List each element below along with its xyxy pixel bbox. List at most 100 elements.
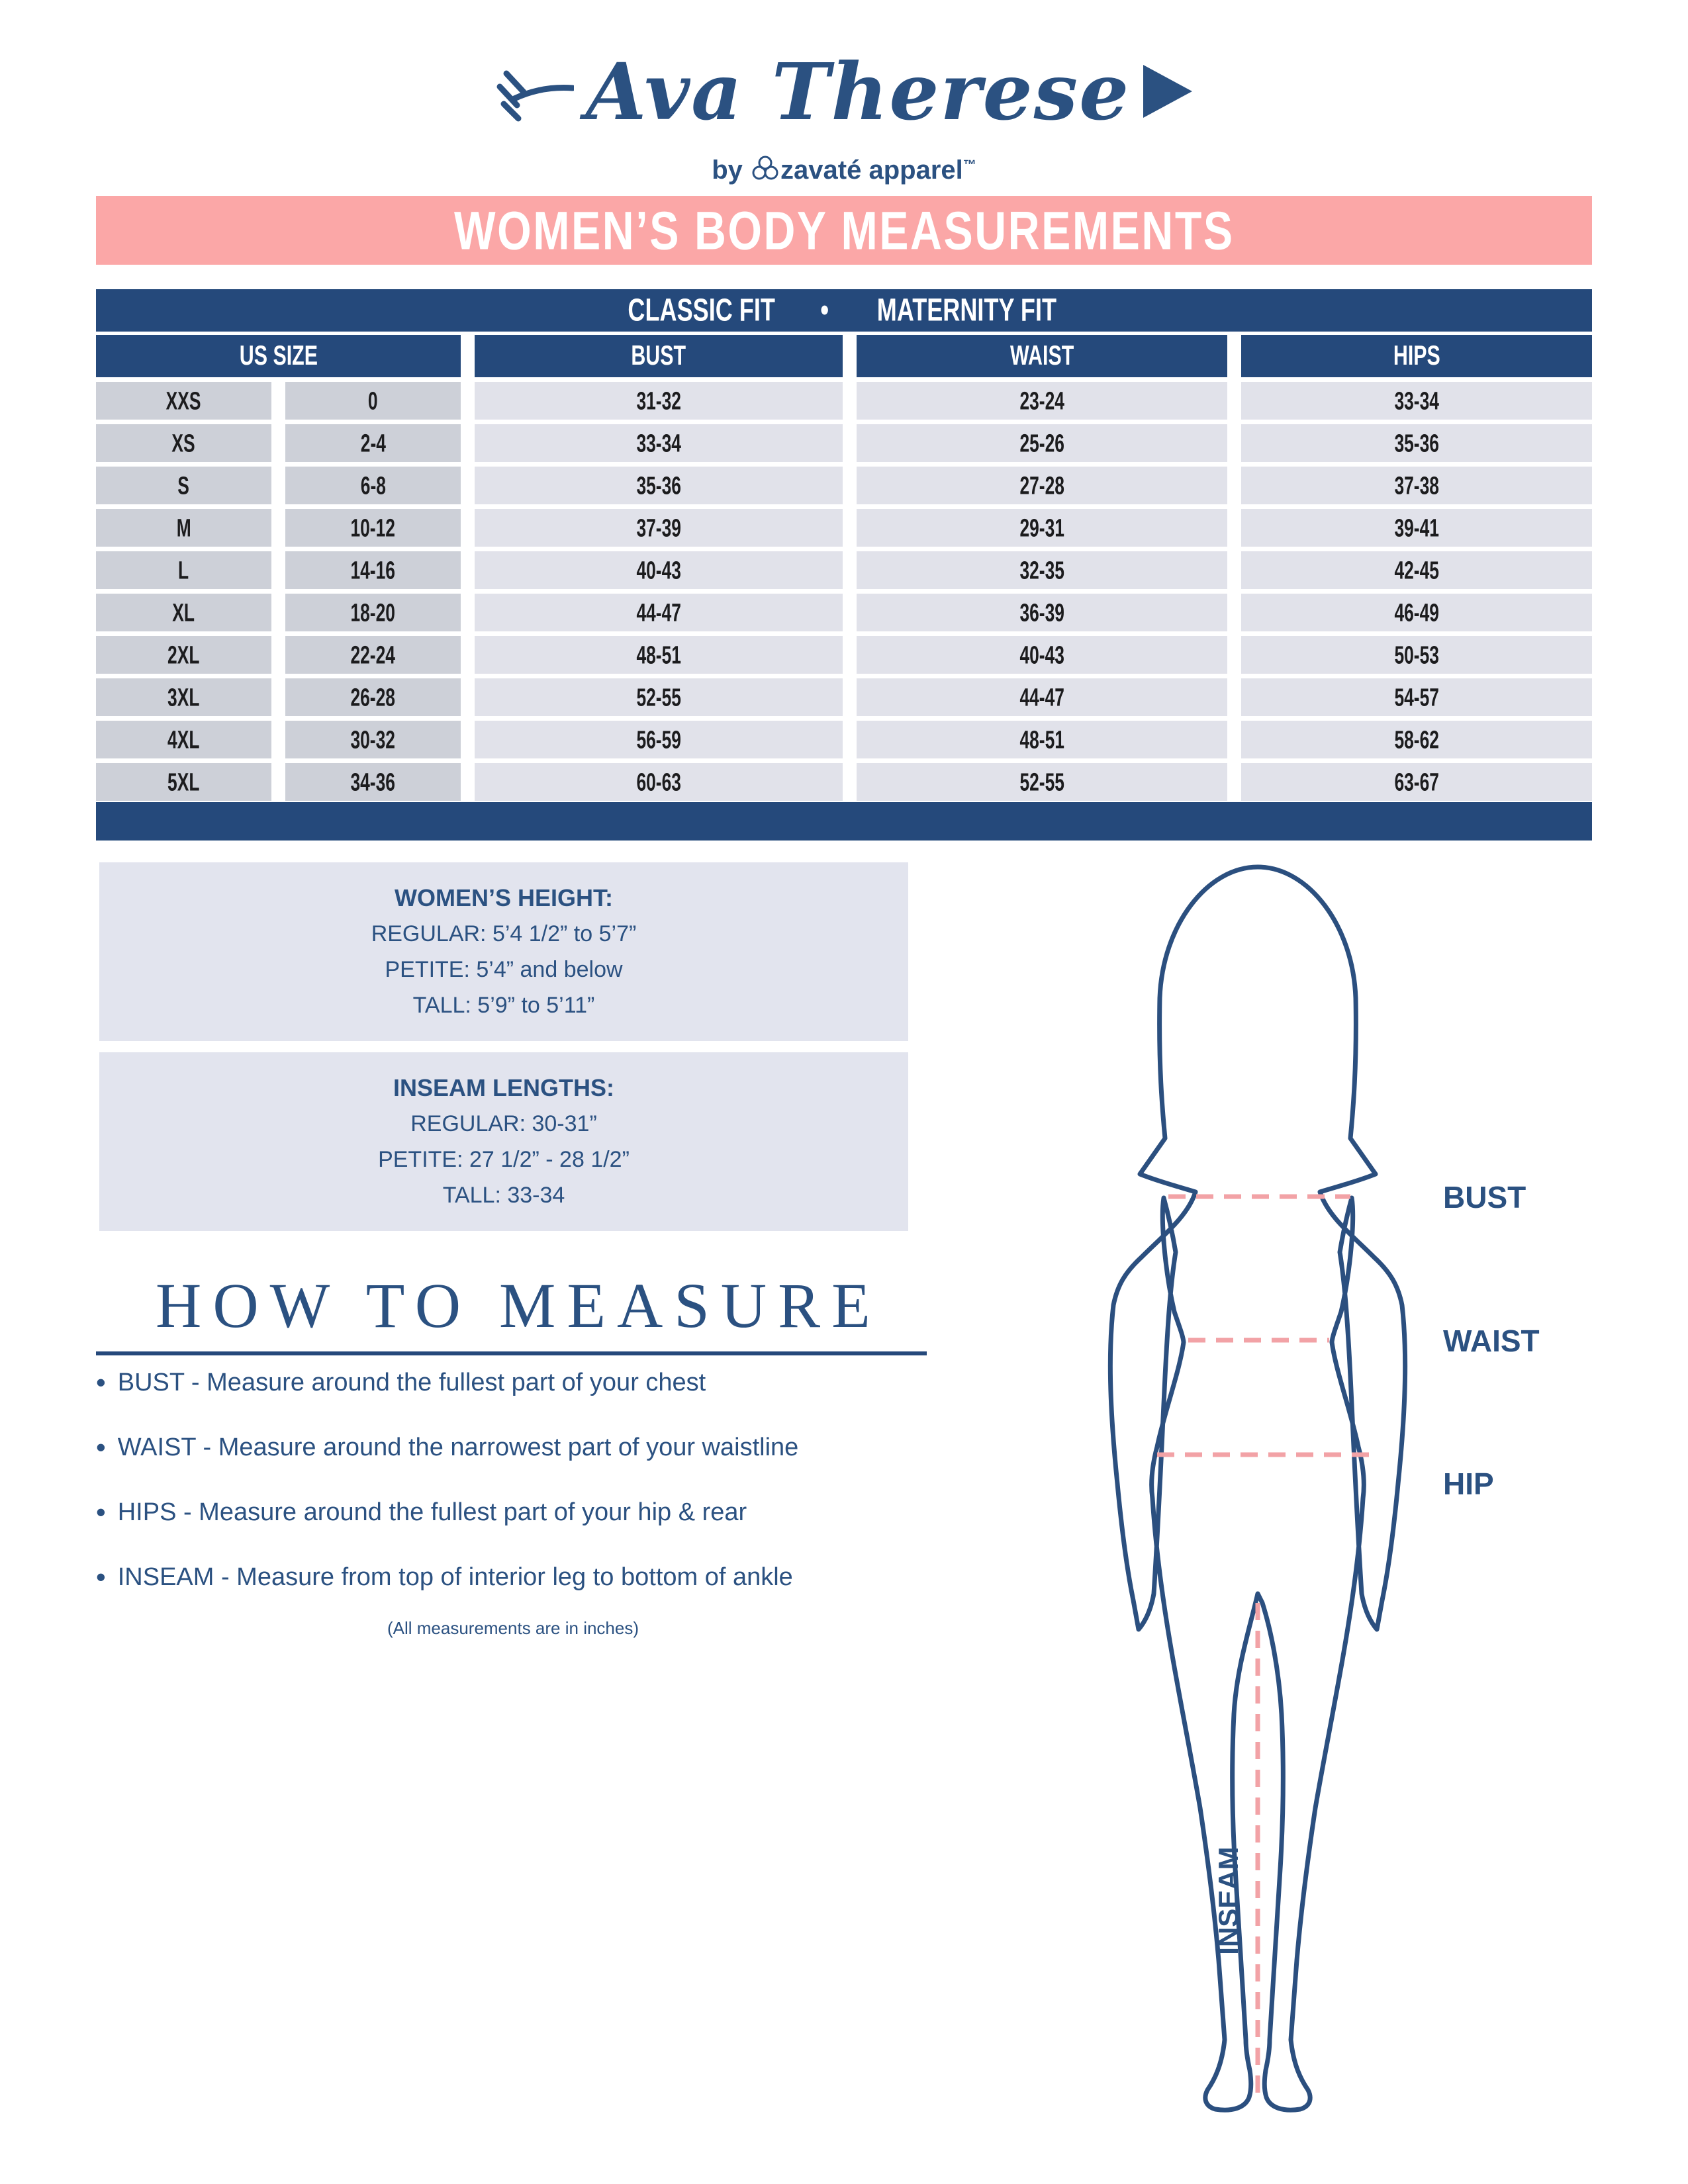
col-header-label: WAIST <box>1009 340 1074 371</box>
cell-waist: 25-26 <box>857 424 1227 462</box>
cell-value: XL <box>172 598 195 627</box>
fit-classic: CLASSIC FIT <box>628 292 776 328</box>
cell-value: 48-51 <box>1019 725 1064 754</box>
cell-value: 44-47 <box>1019 682 1064 711</box>
inseam-regular: REGULAR: 30-31” <box>410 1111 597 1136</box>
cell-value: 2XL <box>167 640 200 669</box>
cell-bust: 56-59 <box>475 721 843 758</box>
cell-value: 0 <box>368 386 378 415</box>
bullet-text-waist: WAIST - Measure around the narrowest par… <box>117 1433 799 1461</box>
brand-byline: by zavaté apparel™ <box>0 154 1688 185</box>
cell-hips: 58-62 <box>1241 721 1592 758</box>
bullet-icon: • <box>96 1496 106 1527</box>
inseam-label: INSEAM <box>1213 1846 1244 1954</box>
height-regular: REGULAR: 5’4 1/2” to 5’7” <box>371 921 637 946</box>
cell-value: 35-36 <box>1394 428 1439 457</box>
list-item: • HIPS - Measure around the fullest part… <box>96 1496 1023 1527</box>
cell-hips: 46-49 <box>1241 594 1592 631</box>
hip-label: HIP <box>1443 1467 1494 1501</box>
body-measurement-diagram: BUST WAIST HIP INSEAM <box>1107 864 1540 2113</box>
cell-size: 5XL <box>96 763 271 801</box>
table-footer-bar <box>96 802 1592 841</box>
cell-value: 42-45 <box>1394 555 1439 584</box>
cell-value: 54-57 <box>1394 682 1439 711</box>
cell-size: S <box>96 467 271 504</box>
col-header-label: BUST <box>631 340 686 371</box>
cell-value: 37-39 <box>636 513 681 542</box>
cell-value: 44-47 <box>636 598 681 627</box>
cell-value: 48-51 <box>636 640 681 669</box>
inseam-box-title: INSEAM LENGTHS: <box>393 1074 614 1101</box>
cell-value: S <box>177 471 190 500</box>
cell-value: 46-49 <box>1394 598 1439 627</box>
cell-waist: 32-35 <box>857 551 1227 589</box>
arrow-fletching-icon <box>496 70 574 122</box>
cell-value: 22-24 <box>350 640 396 669</box>
flower-icon <box>752 156 778 180</box>
cell-value: 25-26 <box>1019 428 1064 457</box>
cell-value: 39-41 <box>1394 513 1439 542</box>
cell-value: 18-20 <box>350 598 396 627</box>
byline-brand: zavaté apparel <box>780 156 963 185</box>
cell-us: 2-4 <box>285 424 461 462</box>
cell-waist: 29-31 <box>857 509 1227 547</box>
cell-value: 4XL <box>167 725 200 754</box>
cell-bust: 44-47 <box>475 594 843 631</box>
cell-value: 29-31 <box>1019 513 1064 542</box>
cell-value: XXS <box>166 386 201 415</box>
cell-size: XXS <box>96 382 271 420</box>
bullet-icon: • <box>96 1561 106 1592</box>
byline-by: by <box>712 156 743 185</box>
logo-text: Ava Therese <box>585 45 1131 138</box>
cell-value: 60-63 <box>636 767 681 796</box>
how-to-measure-title: HOW TO MEASURE <box>156 1270 882 1341</box>
title-banner: WOMEN’S BODY MEASUREMENTS <box>96 196 1592 265</box>
inseam-petite: PETITE: 27 1/2” - 28 1/2” <box>378 1147 630 1172</box>
cell-value: 6-8 <box>360 471 386 500</box>
fit-separator-dot: • <box>820 292 829 328</box>
cell-waist: 27-28 <box>857 467 1227 504</box>
col-header-hips: HIPS <box>1241 335 1592 377</box>
cell-us: 14-16 <box>285 551 461 589</box>
cell-value: L <box>178 555 189 584</box>
cell-value: 31-32 <box>636 386 681 415</box>
cell-hips: 42-45 <box>1241 551 1592 589</box>
cell-size: XL <box>96 594 271 631</box>
cell-waist: 44-47 <box>857 678 1227 716</box>
cell-value: 40-43 <box>1019 640 1064 669</box>
bullet-icon: • <box>96 1432 106 1463</box>
height-petite: PETITE: 5’4” and below <box>385 957 623 982</box>
size-table: US SIZE BUST WAIST HIPS XXS 0 31-32 23-2… <box>96 335 1592 801</box>
cell-value: 34-36 <box>350 767 396 796</box>
cell-value: 56-59 <box>636 725 681 754</box>
cell-value: 30-32 <box>350 725 396 754</box>
cell-hips: 37-38 <box>1241 467 1592 504</box>
cell-us: 22-24 <box>285 636 461 674</box>
cell-value: 3XL <box>167 682 200 711</box>
cell-hips: 39-41 <box>1241 509 1592 547</box>
cell-bust: 35-36 <box>475 467 843 504</box>
cell-value: 35-36 <box>636 471 681 500</box>
cell-waist: 36-39 <box>857 594 1227 631</box>
cell-value: 50-53 <box>1394 640 1439 669</box>
womens-height-box: WOMEN’S HEIGHT: REGULAR: 5’4 1/2” to 5’7… <box>99 862 908 1041</box>
cell-value: 33-34 <box>636 428 681 457</box>
body-outline <box>1107 864 1408 2113</box>
cell-value: 58-62 <box>1394 725 1439 754</box>
cell-value: 33-34 <box>1394 386 1439 415</box>
cell-waist: 40-43 <box>857 636 1227 674</box>
cell-value: 52-55 <box>1019 767 1064 796</box>
trademark: ™ <box>962 158 976 173</box>
cell-value: 5XL <box>167 767 200 796</box>
arrow-head-icon <box>1143 65 1193 118</box>
cell-us: 34-36 <box>285 763 461 801</box>
bullet-text-inseam: INSEAM - Measure from top of interior le… <box>117 1563 793 1591</box>
cell-hips: 54-57 <box>1241 678 1592 716</box>
cell-size: 4XL <box>96 721 271 758</box>
col-header-waist: WAIST <box>857 335 1227 377</box>
inseam-lengths-box: INSEAM LENGTHS: REGULAR: 30-31” PETITE: … <box>99 1052 908 1231</box>
cell-bust: 31-32 <box>475 382 843 420</box>
cell-waist: 23-24 <box>857 382 1227 420</box>
cell-us: 0 <box>285 382 461 420</box>
